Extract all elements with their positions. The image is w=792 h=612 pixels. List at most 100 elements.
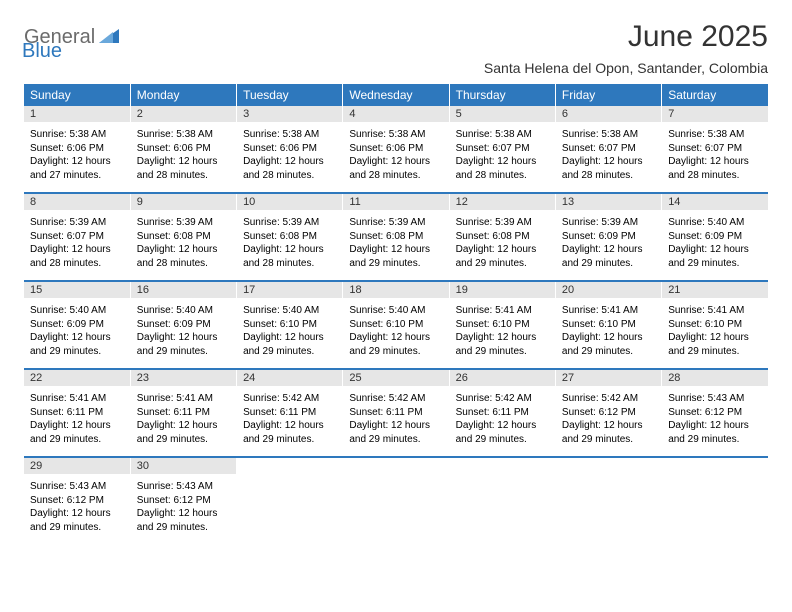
day-content: Sunrise: 5:42 AMSunset: 6:12 PMDaylight:… <box>556 390 661 456</box>
dow-friday: Friday <box>555 84 661 106</box>
day-content: Sunrise: 5:42 AMSunset: 6:11 PMDaylight:… <box>237 390 342 456</box>
day-content: Sunrise: 5:43 AMSunset: 6:12 PMDaylight:… <box>131 478 236 544</box>
day-content-cell: Sunrise: 5:41 AMSunset: 6:10 PMDaylight:… <box>449 300 555 369</box>
week-content-row: Sunrise: 5:40 AMSunset: 6:09 PMDaylight:… <box>24 300 768 369</box>
day-num-cell: 18 <box>343 281 449 300</box>
dow-tuesday: Tuesday <box>237 84 343 106</box>
day-num-cell: 25 <box>343 369 449 388</box>
day-content: Sunrise: 5:39 AMSunset: 6:08 PMDaylight:… <box>343 214 448 280</box>
day-num-cell: 29 <box>24 457 130 476</box>
day-content: Sunrise: 5:38 AMSunset: 6:06 PMDaylight:… <box>24 126 130 192</box>
empty-cell <box>556 478 661 540</box>
day-num-cell <box>343 457 449 476</box>
dow-monday: Monday <box>130 84 236 106</box>
day-content-cell <box>237 476 343 544</box>
day-number: 23 <box>131 370 236 386</box>
week-content-row: Sunrise: 5:41 AMSunset: 6:11 PMDaylight:… <box>24 388 768 457</box>
day-number: 18 <box>343 282 448 298</box>
day-number: 10 <box>237 194 342 210</box>
day-content: Sunrise: 5:39 AMSunset: 6:08 PMDaylight:… <box>131 214 236 280</box>
day-number: 22 <box>24 370 130 386</box>
day-number: 1 <box>24 106 130 122</box>
day-num-cell <box>237 457 343 476</box>
day-num-cell: 7 <box>662 106 768 124</box>
week-content-row: Sunrise: 5:39 AMSunset: 6:07 PMDaylight:… <box>24 212 768 281</box>
day-content: Sunrise: 5:38 AMSunset: 6:06 PMDaylight:… <box>343 126 448 192</box>
day-num-cell: 20 <box>555 281 661 300</box>
day-content-cell: Sunrise: 5:38 AMSunset: 6:07 PMDaylight:… <box>449 124 555 193</box>
day-num-cell: 4 <box>343 106 449 124</box>
dow-saturday: Saturday <box>662 84 768 106</box>
day-content-cell: Sunrise: 5:39 AMSunset: 6:09 PMDaylight:… <box>555 212 661 281</box>
day-number: 26 <box>450 370 555 386</box>
day-content: Sunrise: 5:39 AMSunset: 6:07 PMDaylight:… <box>24 214 130 280</box>
day-content-cell: Sunrise: 5:39 AMSunset: 6:08 PMDaylight:… <box>343 212 449 281</box>
day-num-cell: 15 <box>24 281 130 300</box>
day-number: 2 <box>131 106 236 122</box>
header-bar: General June 2025 Santa Helena del Opon,… <box>24 20 768 76</box>
day-num-cell: 5 <box>449 106 555 124</box>
day-content: Sunrise: 5:38 AMSunset: 6:06 PMDaylight:… <box>237 126 342 192</box>
day-num-cell: 12 <box>449 193 555 212</box>
day-content-cell <box>555 476 661 544</box>
day-content: Sunrise: 5:41 AMSunset: 6:10 PMDaylight:… <box>450 302 555 368</box>
day-number: 15 <box>24 282 130 298</box>
day-num-cell: 14 <box>662 193 768 212</box>
day-content: Sunrise: 5:38 AMSunset: 6:07 PMDaylight:… <box>450 126 555 192</box>
day-number: 28 <box>662 370 768 386</box>
day-num-cell: 19 <box>449 281 555 300</box>
title-block: June 2025 Santa Helena del Opon, Santand… <box>484 20 768 76</box>
day-num-cell: 17 <box>237 281 343 300</box>
dow-thursday: Thursday <box>449 84 555 106</box>
day-content-cell: Sunrise: 5:39 AMSunset: 6:07 PMDaylight:… <box>24 212 130 281</box>
day-content: Sunrise: 5:43 AMSunset: 6:12 PMDaylight:… <box>24 478 130 544</box>
calendar-table: Sunday Monday Tuesday Wednesday Thursday… <box>24 84 768 544</box>
day-number: 30 <box>131 458 236 474</box>
empty-cell <box>662 478 768 540</box>
day-number: 27 <box>556 370 661 386</box>
month-title: June 2025 <box>484 20 768 54</box>
day-number: 7 <box>662 106 768 122</box>
day-num-cell: 10 <box>237 193 343 212</box>
day-content-cell: Sunrise: 5:41 AMSunset: 6:11 PMDaylight:… <box>130 388 236 457</box>
day-content-cell: Sunrise: 5:38 AMSunset: 6:07 PMDaylight:… <box>662 124 768 193</box>
day-content: Sunrise: 5:43 AMSunset: 6:12 PMDaylight:… <box>662 390 768 456</box>
day-content: Sunrise: 5:40 AMSunset: 6:10 PMDaylight:… <box>343 302 448 368</box>
day-content-cell: Sunrise: 5:38 AMSunset: 6:06 PMDaylight:… <box>130 124 236 193</box>
day-content-cell: Sunrise: 5:43 AMSunset: 6:12 PMDaylight:… <box>130 476 236 544</box>
day-num-cell: 28 <box>662 369 768 388</box>
day-number: 14 <box>662 194 768 210</box>
day-num-cell: 21 <box>662 281 768 300</box>
day-content-cell: Sunrise: 5:38 AMSunset: 6:07 PMDaylight:… <box>555 124 661 193</box>
day-number: 25 <box>343 370 448 386</box>
day-number: 21 <box>662 282 768 298</box>
day-content-cell: Sunrise: 5:42 AMSunset: 6:12 PMDaylight:… <box>555 388 661 457</box>
day-content-cell: Sunrise: 5:40 AMSunset: 6:10 PMDaylight:… <box>343 300 449 369</box>
day-content-cell <box>449 476 555 544</box>
logo-triangle-icon <box>99 27 119 48</box>
day-content: Sunrise: 5:40 AMSunset: 6:09 PMDaylight:… <box>662 214 768 280</box>
week-daynum-row: 22232425262728 <box>24 369 768 388</box>
day-content-cell: Sunrise: 5:42 AMSunset: 6:11 PMDaylight:… <box>343 388 449 457</box>
week-daynum-row: 891011121314 <box>24 193 768 212</box>
week-daynum-row: 1234567 <box>24 106 768 124</box>
empty-cell <box>450 478 555 540</box>
day-content: Sunrise: 5:41 AMSunset: 6:10 PMDaylight:… <box>556 302 661 368</box>
day-num-cell: 24 <box>237 369 343 388</box>
day-number: 3 <box>237 106 342 122</box>
day-num-cell: 27 <box>555 369 661 388</box>
day-content: Sunrise: 5:40 AMSunset: 6:09 PMDaylight:… <box>131 302 236 368</box>
day-num-cell: 26 <box>449 369 555 388</box>
day-content-cell: Sunrise: 5:41 AMSunset: 6:11 PMDaylight:… <box>24 388 130 457</box>
day-content-cell: Sunrise: 5:40 AMSunset: 6:10 PMDaylight:… <box>237 300 343 369</box>
day-number: 19 <box>450 282 555 298</box>
day-num-cell: 8 <box>24 193 130 212</box>
day-num-cell: 22 <box>24 369 130 388</box>
day-content: Sunrise: 5:42 AMSunset: 6:11 PMDaylight:… <box>343 390 448 456</box>
location-text: Santa Helena del Opon, Santander, Colomb… <box>484 60 768 76</box>
day-content-cell: Sunrise: 5:38 AMSunset: 6:06 PMDaylight:… <box>24 124 130 193</box>
week-daynum-row: 2930 <box>24 457 768 476</box>
dow-sunday: Sunday <box>24 84 130 106</box>
day-num-cell: 6 <box>555 106 661 124</box>
day-content: Sunrise: 5:41 AMSunset: 6:11 PMDaylight:… <box>131 390 236 456</box>
